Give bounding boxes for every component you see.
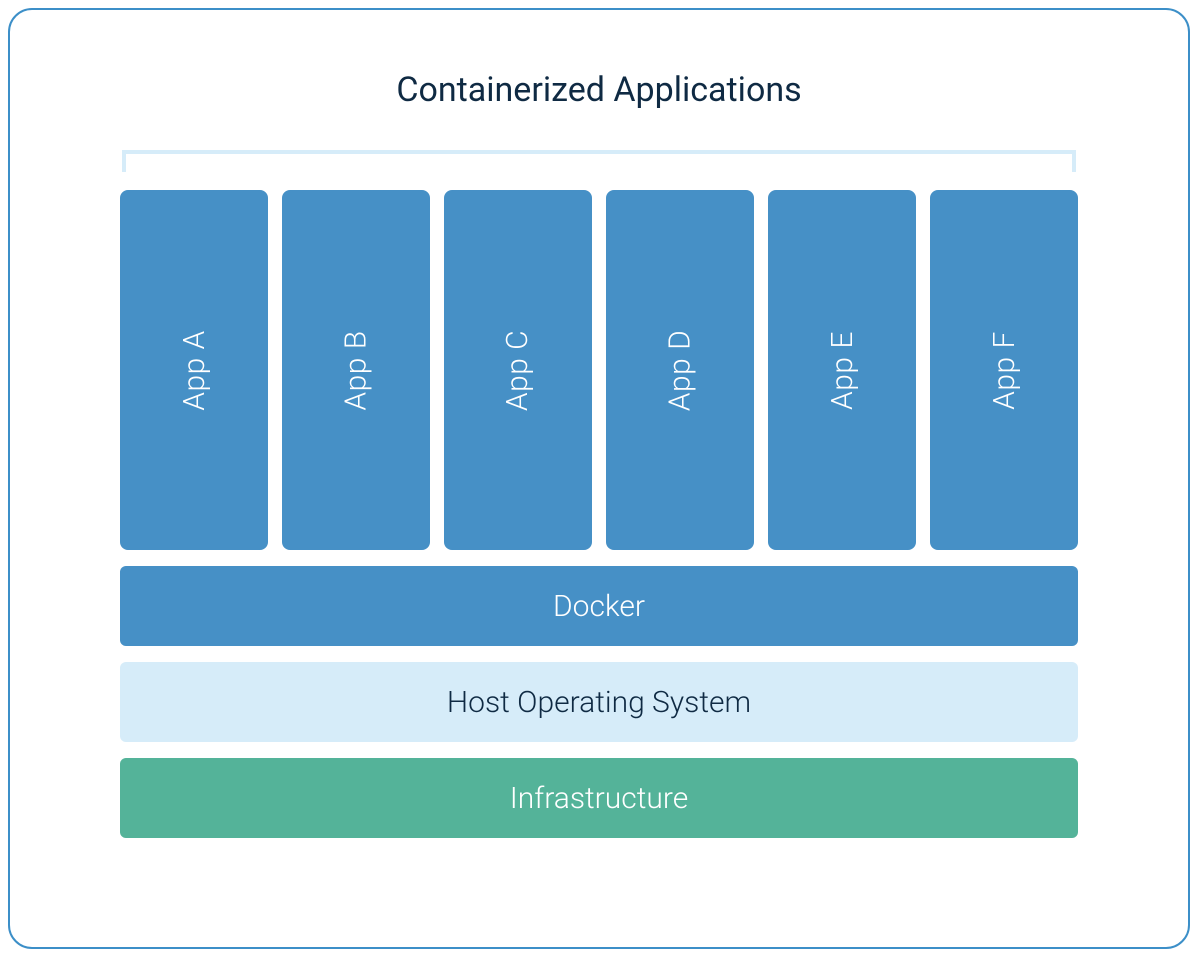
layer-docker: Docker bbox=[120, 566, 1078, 646]
app-label: App D bbox=[663, 329, 698, 411]
apps-row: App A App B App C App D App E App F bbox=[120, 190, 1078, 550]
app-box-d: App D bbox=[606, 190, 754, 550]
layer-host-os: Host Operating System bbox=[120, 662, 1078, 742]
layer-infrastructure: Infrastructure bbox=[120, 758, 1078, 838]
app-label: App E bbox=[825, 331, 860, 410]
layer-label: Docker bbox=[553, 589, 645, 624]
diagram-title: Containerized Applications bbox=[120, 70, 1078, 110]
diagram-frame: Containerized Applications App A App B A… bbox=[8, 8, 1190, 949]
app-box-e: App E bbox=[768, 190, 916, 550]
app-label: App B bbox=[339, 330, 374, 410]
app-box-a: App A bbox=[120, 190, 268, 550]
app-box-f: App F bbox=[930, 190, 1078, 550]
app-label: App F bbox=[987, 331, 1022, 410]
layer-label: Host Operating System bbox=[447, 685, 751, 720]
app-box-b: App B bbox=[282, 190, 430, 550]
app-box-c: App C bbox=[444, 190, 592, 550]
app-label: App A bbox=[177, 330, 212, 411]
apps-bracket bbox=[122, 150, 1076, 172]
app-label: App C bbox=[500, 329, 535, 410]
layer-label: Infrastructure bbox=[510, 781, 688, 816]
